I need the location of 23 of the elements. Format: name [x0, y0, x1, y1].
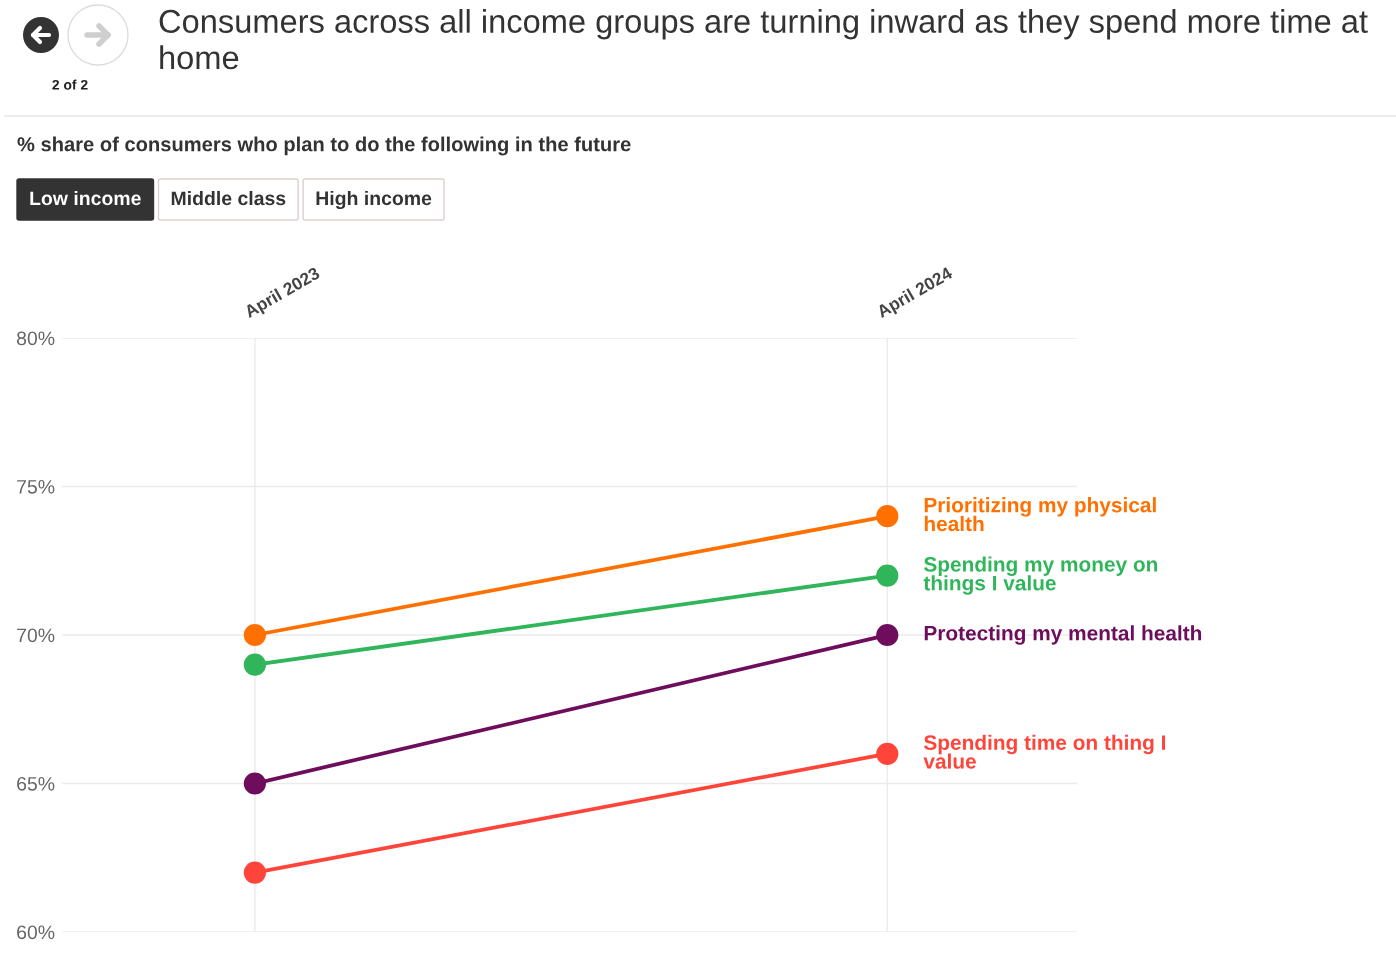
point [243, 623, 266, 647]
point [876, 623, 899, 647]
series-label: Prioritizing my physical health [924, 497, 1156, 532]
text: High income [316, 190, 432, 210]
series-label: Spending my money on things I value [923, 556, 1158, 595]
point [876, 742, 899, 765]
point [876, 505, 899, 528]
y-tick-label: 75% [17, 480, 55, 494]
text: Low income [30, 190, 141, 206]
point [243, 772, 266, 795]
text: 2 of 2 [52, 79, 88, 90]
series-label: Spending time on thing I value [923, 734, 1166, 769]
point [243, 653, 266, 676]
point [243, 861, 266, 884]
y-tick-label: 80% [16, 331, 55, 346]
series-label: Protecting my mental health [924, 625, 1202, 645]
y-tick-label: 65% [17, 776, 55, 791]
chart-subtitle: % share of consumers who plan to do the following in the future [17, 136, 631, 156]
text: Middle class [171, 190, 286, 206]
y-tick-label: 60% [17, 925, 55, 940]
chart-title: Consumers across all income groups are turning inward as they spend more time at home [159, 9, 1368, 70]
y-tick-label: 70% [17, 628, 55, 643]
point [876, 564, 899, 587]
